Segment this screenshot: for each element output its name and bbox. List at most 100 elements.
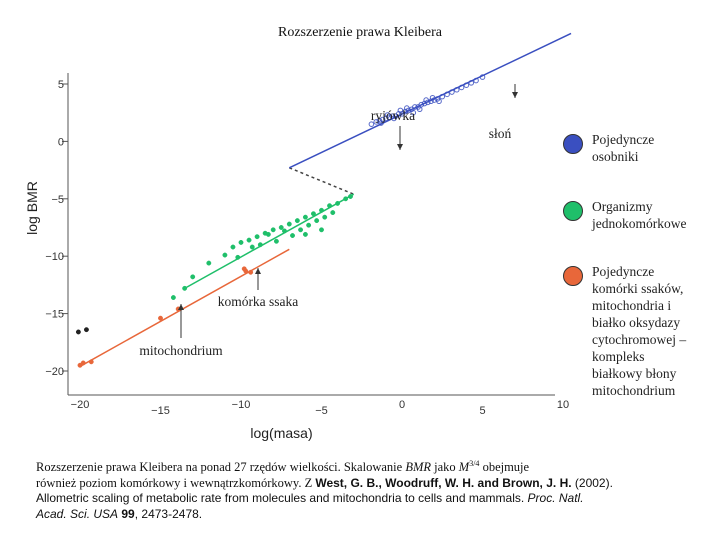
data-point — [416, 106, 423, 113]
data-point — [322, 214, 328, 220]
data-point — [273, 238, 279, 244]
legend-label: Pojedyncze osobniki — [592, 132, 655, 164]
data-point — [335, 200, 341, 206]
data-point — [404, 105, 410, 111]
data-point — [473, 77, 479, 84]
arrow-head — [512, 92, 518, 98]
x-axis-label: log(masa) — [250, 425, 312, 441]
data-point — [306, 222, 312, 228]
data-point — [391, 115, 397, 122]
arrow-head — [255, 268, 261, 274]
x-tick-label: −15 — [151, 405, 170, 417]
fit-line — [79, 248, 290, 368]
arrow-head — [397, 144, 403, 150]
y-axis-label: log BMR — [24, 181, 40, 235]
data-point — [298, 227, 304, 233]
legend-swatch — [563, 134, 583, 154]
data-point — [302, 231, 308, 237]
caption-volume: 99 — [121, 506, 135, 521]
data-point — [257, 242, 263, 248]
data-point — [238, 239, 244, 245]
x-tick-label: 0 — [399, 399, 405, 411]
data-point — [319, 207, 324, 213]
data-point — [343, 196, 349, 202]
data-point — [412, 104, 418, 110]
data-point — [83, 327, 89, 333]
data-point — [286, 221, 292, 227]
y-tick-label: 5 — [58, 79, 64, 91]
data-point — [384, 112, 391, 118]
caption-ref: (2002). Allometric scaling of metabolic … — [36, 475, 613, 506]
y-tick-label: 0 — [58, 136, 64, 148]
data-point — [248, 269, 254, 275]
caption-journal: Proc. Natl. Acad. Sci. USA — [36, 491, 584, 521]
data-point — [397, 107, 404, 114]
data-point — [348, 194, 353, 199]
data-point — [468, 80, 475, 86]
data-point — [290, 233, 295, 238]
chart-title: Rozszerzenie prawa Kleibera — [277, 25, 442, 40]
data-point — [429, 94, 436, 101]
x-tick-label: −20 — [71, 399, 90, 411]
data-point — [314, 218, 320, 224]
series-3 — [75, 327, 89, 335]
data-point — [479, 74, 486, 80]
caption-text-1: Rozszerzenie prawa Kleibera na ponad 27 … — [36, 460, 406, 475]
figure-caption: Rozszerzenie prawa Kleibera na ponad 27 … — [36, 456, 616, 522]
data-point — [453, 86, 460, 93]
data-point — [182, 285, 188, 291]
data-point — [302, 214, 308, 220]
data-point — [294, 218, 300, 224]
data-point — [278, 225, 284, 230]
data-point — [235, 254, 241, 260]
data-point — [170, 295, 176, 300]
legend-item: Pojedyncze komórki ssaków, mitochondria … — [563, 263, 686, 399]
data-point — [458, 84, 465, 91]
series-0 — [288, 32, 572, 169]
data-point — [378, 120, 384, 126]
arrow-head — [178, 304, 184, 310]
data-point — [75, 329, 81, 335]
legend-item: Organizmy jednokomórkowe — [563, 198, 686, 232]
x-tick-label: −5 — [315, 405, 328, 417]
chart-plot: 5 0 −5 −10 −15 −20 −20 −15 −10 −5 0 5 10 log(masa) log… — [24, 32, 572, 441]
data-point — [327, 203, 332, 209]
y-tick-label: −15 — [45, 309, 64, 321]
data-point — [270, 227, 276, 233]
data-point — [449, 89, 455, 95]
data-point — [190, 274, 196, 280]
annotation-0: ryjówka — [371, 108, 415, 123]
x-tick-label: 5 — [479, 405, 485, 417]
data-point — [222, 252, 228, 258]
fit-line — [288, 32, 572, 169]
legend-label: Pojedyncze komórki ssaków, mitochondria … — [592, 264, 687, 398]
data-point — [423, 97, 429, 103]
caption-pages: , 2473-2478. — [134, 506, 203, 521]
dashed-extension-line — [289, 167, 354, 195]
data-point — [254, 234, 260, 240]
fit-line — [184, 193, 355, 289]
data-point — [246, 237, 252, 243]
x-tick-label: −10 — [232, 399, 251, 411]
data-point — [436, 98, 442, 105]
data-point — [418, 101, 425, 108]
legend-item: Pojedyncze osobniki — [563, 131, 654, 165]
data-point — [265, 231, 271, 237]
data-point — [368, 121, 375, 127]
series-1 — [170, 193, 355, 300]
legend-swatch — [563, 266, 583, 286]
x-tick-label: 10 — [557, 399, 569, 411]
legend-label: Organizmy jednokomórkowe — [592, 199, 687, 231]
data-point — [88, 359, 94, 365]
annotation-1: słoń — [489, 126, 512, 141]
y-tick-label: −5 — [51, 194, 64, 206]
annotation-3: mitochondrium — [139, 343, 223, 358]
annotation-2: komórka ssaka — [218, 294, 299, 309]
data-point — [463, 82, 470, 88]
caption-bmr: BMR jako M3/4 obejmuje — [405, 459, 530, 475]
data-point — [80, 360, 86, 366]
data-point — [158, 315, 163, 321]
data-point — [241, 266, 247, 272]
caption-text-2: również poziom komórkowy i wewnątrzkomór… — [36, 475, 316, 490]
caption-authors: West, G. B., Woodruff, W. H. and Brown, … — [315, 475, 572, 490]
